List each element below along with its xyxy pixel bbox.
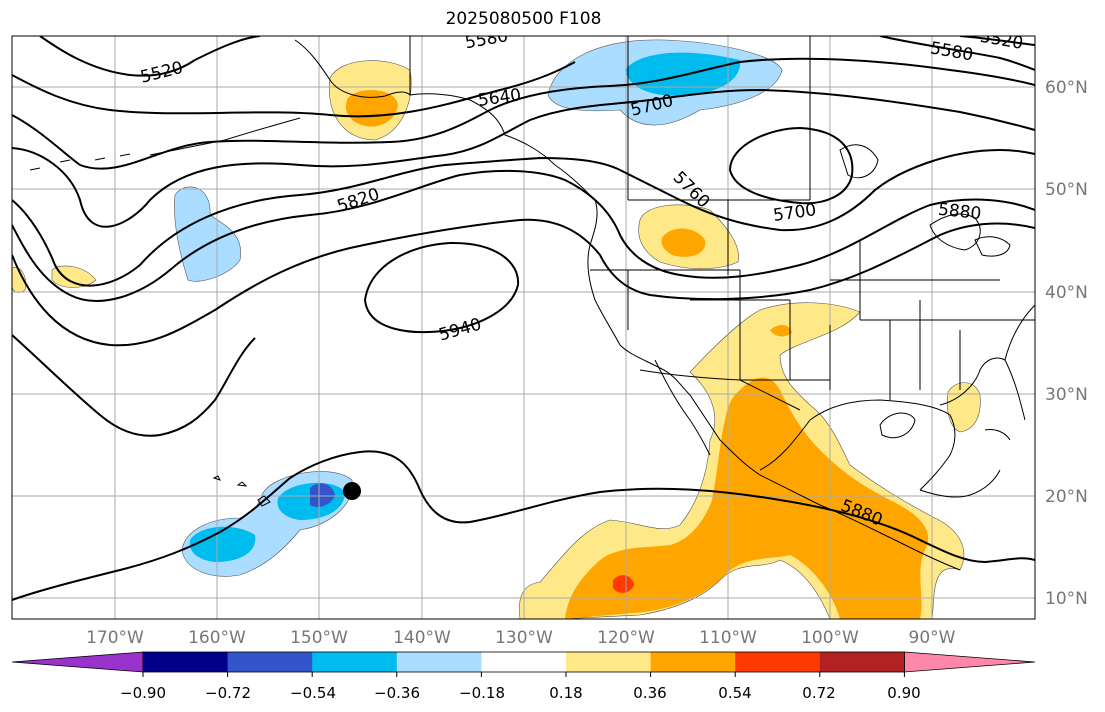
colorbar-tick-072: 0.72 <box>802 684 835 702</box>
colorbar-segment <box>650 652 736 672</box>
colorbar-tick-036: 0.36 <box>633 684 666 702</box>
colorbar-tick-neg036: −0.36 <box>374 684 420 702</box>
colorbar-tick-neg072: −0.72 <box>205 684 251 702</box>
lon-label-120w: 120°W <box>597 628 655 648</box>
lon-label-100w: 100°W <box>801 628 859 648</box>
colorbar-extend-min <box>11 651 144 673</box>
colorbar-extend-max <box>904 651 1036 673</box>
lon-label-170w: 170°W <box>86 628 144 648</box>
colorbar-frame <box>142 651 905 673</box>
chart-title: 2025080500 F108 <box>445 9 602 29</box>
lon-label-130w: 130°W <box>495 628 553 648</box>
gridlines <box>12 36 1035 619</box>
lon-label-150w: 150°W <box>290 628 348 648</box>
lat-label-50n: 50°N <box>1045 180 1088 200</box>
colorbar-segment <box>735 652 821 672</box>
colorbar-tick-090: 0.90 <box>887 684 920 702</box>
storm-position-marker <box>343 482 361 500</box>
lat-label-40n: 40°N <box>1045 283 1088 303</box>
colorbar-segment <box>143 652 229 672</box>
colorbar-tick-018: 0.18 <box>549 684 582 702</box>
lon-label-90w: 90°W <box>909 628 956 648</box>
colorbar-segment <box>481 652 567 672</box>
colorbar-tick-neg054: −0.54 <box>290 684 336 702</box>
colorbar-segment <box>312 652 398 672</box>
lon-label-110w: 110°W <box>699 628 757 648</box>
lat-label-10n: 10°N <box>1045 589 1088 609</box>
longitude-labels: 170°W 160°W 150°W 140°W 130°W 120°W 110°… <box>86 628 956 648</box>
latitude-labels: 60°N 50°N 40°N 30°N 20°N 10°N <box>1045 78 1088 609</box>
lat-label-20n: 20°N <box>1045 487 1088 507</box>
colorbar <box>11 651 1036 677</box>
map-frame <box>11 35 1036 620</box>
colorbar-segment <box>396 652 482 672</box>
lon-label-140w: 140°W <box>393 628 451 648</box>
lat-label-30n: 30°N <box>1045 385 1088 405</box>
colorbar-tick-054: 0.54 <box>718 684 751 702</box>
lon-label-160w: 160°W <box>188 628 246 648</box>
colorbar-segment <box>819 652 905 672</box>
colorbar-segment <box>227 652 313 672</box>
colorbar-labels: −0.90 −0.72 −0.54 −0.36 −0.18 0.18 0.36 … <box>120 684 921 702</box>
lat-label-60n: 60°N <box>1045 78 1088 98</box>
colorbar-tick-neg090: −0.90 <box>120 684 166 702</box>
height-contours <box>12 36 1035 601</box>
colorbar-segment <box>566 652 652 672</box>
contour-label-5880-east: 5880 <box>937 200 982 224</box>
colorbar-tick-neg018: −0.18 <box>459 684 505 702</box>
